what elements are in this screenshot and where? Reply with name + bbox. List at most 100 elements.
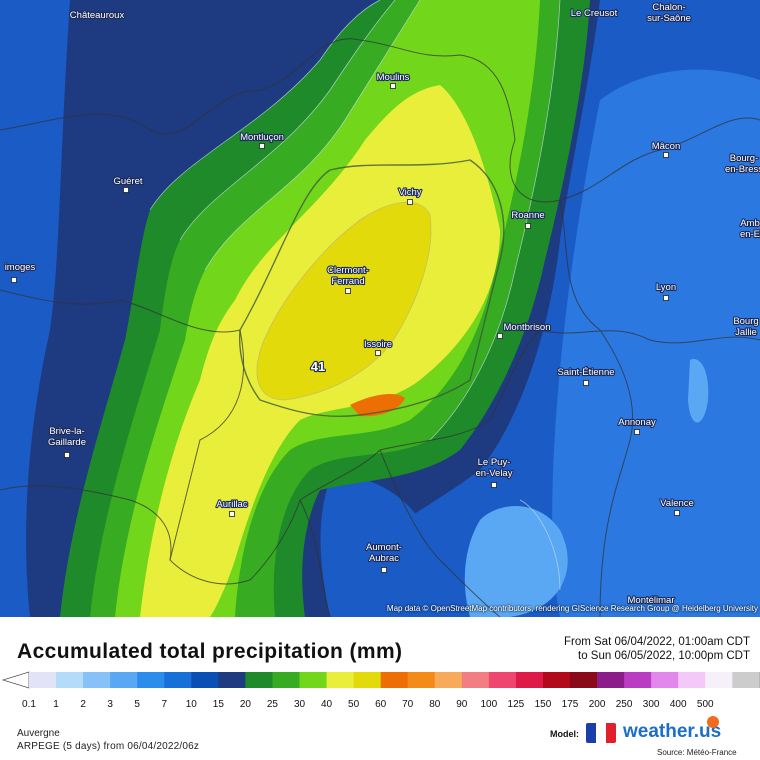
city-marker [663,295,669,301]
scale-cell [353,672,382,688]
city-label: Bourg [733,316,758,327]
city-marker [375,350,381,356]
scale-tick-label: 30 [294,699,306,710]
city-marker [11,277,17,283]
city-label: Bourg- [730,153,759,164]
model-label: Model: [550,729,579,739]
city-label: imoges [5,262,36,273]
city-label: Clermont- [327,265,369,276]
city-marker [64,452,70,458]
city-label: Montbrison [504,322,551,333]
scale-cell [137,672,165,688]
scale-tick-label: 0.1 [22,699,36,710]
city-label: Montluçon [240,132,284,143]
brand-logo[interactable]: weather.us [623,721,722,742]
scale-tick-label: 200 [589,699,606,710]
scale-tick-label: 1 [53,699,59,710]
sun-icon [707,716,719,728]
legend-panel [0,617,760,760]
scale-tick-label: 3 [107,699,113,710]
scale-cell [624,672,652,688]
data-source: Source: Météo-France [657,748,737,757]
city-label: Montélimar [628,595,675,606]
color-scale: 0.1 1 2 3 5 7 10 15 20 25 30 40 50 60 70 80 90 100 125 150 1… [1,671,760,710]
date-range: From Sat 06/04/2022, 01:00am CDT to Sun … [564,635,750,663]
city-marker [381,567,387,573]
scale-cell [651,672,679,688]
scale-tick-label: 80 [429,699,441,710]
city-label: Valence [660,498,694,509]
city-marker [390,83,396,89]
scale-cell [380,672,409,688]
scale-cell [326,672,355,688]
scale-tick-label: 100 [481,699,498,710]
scale-tick-label: 300 [643,699,660,710]
city-marker [674,510,680,516]
scale-cell [110,672,138,688]
region-name: Auvergne [17,728,60,739]
precipitation-map[interactable]: Châteauroux Le Creusot Chalon-sur-Saône Mou… [0,0,760,617]
city-label: Guéret [113,176,142,187]
scale-tick-label: 60 [375,699,387,710]
city-marker [345,288,351,294]
scale-tick-label: 70 [402,699,414,710]
map-attribution: Map data © OpenStreetMap contributors, r… [386,604,758,613]
scale-tick-label: 500 [697,699,714,710]
city-label: Brive-la- [49,426,84,437]
city-marker [229,511,235,517]
scale-cell [56,672,84,688]
city-marker [123,187,129,193]
scale-cell [272,672,300,688]
scale-tick-label: 90 [456,699,468,710]
scale-tick-label: 125 [508,699,525,710]
scale-cell [515,672,544,688]
date-to: to Sun 06/05/2022, 10:00pm CDT [578,650,750,662]
scale-min-arrow [1,671,30,689]
city-label: Lyon [656,282,676,293]
city-label: Mâcon [652,141,681,152]
scale-tick-label: 400 [670,699,687,710]
scale-tick-label: 15 [213,699,225,710]
scale-tick-label: 7 [161,699,167,710]
scale-cell [570,672,598,688]
max-value-marker: 41 [311,359,325,374]
scale-cell [705,672,733,688]
city-label-line2: en-Bress [725,164,760,175]
city-label: Issoire [364,339,392,350]
city-marker [525,223,531,229]
scale-tick-label: 5 [134,699,140,710]
scale-cell [597,672,625,688]
scale-tick-label: 2 [80,699,86,710]
city-marker [491,482,497,488]
legend-title: Accumulated total precipitation (mm) [17,640,403,663]
date-from: From Sat 06/04/2022, 01:00am CDT [563,636,750,648]
city-label: Le Puy- [478,457,511,468]
scale-cell [732,672,760,688]
scale-cell [164,672,192,688]
city-label-line2: sur-Saône [647,13,691,24]
scale-tick-label: 25 [267,699,279,710]
city-label: Amb [740,218,760,229]
scale-cell [83,672,111,688]
scale-tick-label: 175 [562,699,579,710]
scale-tick-label: 150 [535,699,552,710]
city-label-line2: Jallie [735,327,757,338]
city-marker [583,380,589,386]
city-label: Vichy [398,187,421,198]
scale-tick-label: 250 [616,699,633,710]
city-marker [407,199,413,205]
scale-tick-label: 40 [321,699,333,710]
city-label: Châteauroux [70,10,125,21]
scale-cell [488,672,517,688]
city-marker [259,143,265,149]
scale-cell [191,672,219,688]
city-label-line2: en-Velay [476,468,513,479]
city-label: Aurillac [216,499,247,510]
scale-cell [407,672,436,688]
city-label: Le Creusot [571,8,618,19]
city-label-line2: Gaillarde [48,437,86,448]
city-label-line2: Ferrand [331,276,364,287]
scale-cell [461,672,490,688]
scale-cell [542,672,571,688]
city-label: Aumont- [366,542,402,553]
